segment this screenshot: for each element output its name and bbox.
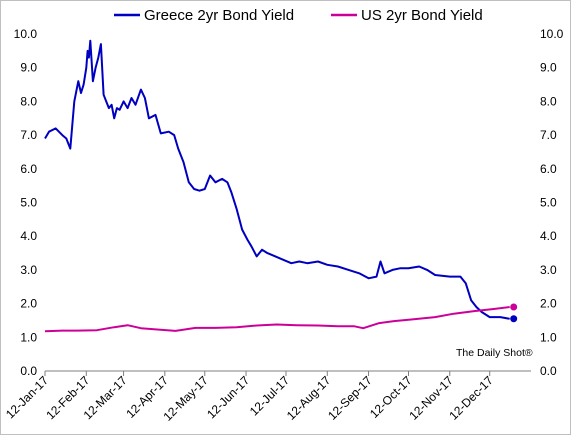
y-tick-label-left: 9.0 (20, 61, 37, 75)
y-tick-label-left: 2.0 (20, 297, 37, 311)
y-tick-label-left: 4.0 (20, 229, 37, 243)
y-tick-label-right: 3.0 (540, 263, 557, 277)
legend-label: US 2yr Bond Yield (361, 7, 483, 24)
y-tick-label-left: 6.0 (20, 162, 37, 176)
x-tick-label: 12-Sep-17 (325, 373, 375, 423)
y-tick-label-left: 3.0 (20, 263, 37, 277)
y-tick-label-right: 5.0 (540, 196, 557, 210)
series-end-marker (510, 315, 518, 323)
y-tick-label-right: 7.0 (540, 128, 557, 142)
y-tick-label-right: 4.0 (540, 229, 557, 243)
y-tick-label-right: 9.0 (540, 61, 557, 75)
series-lines (44, 39, 518, 333)
series-end-marker (510, 303, 518, 311)
y-tick-label-right: 0.0 (540, 364, 557, 378)
y-tick-label-left: 5.0 (20, 196, 37, 210)
series-line-us (44, 306, 510, 333)
y-tick-label-left: 1.0 (20, 330, 37, 344)
axes: 0.0 0.0 1.0 1.0 2.0 2.0 3.0 3.0 4.0 4.0 5.0 5.0 6.0 6… (3, 27, 564, 424)
y-tick-label-right: 8.0 (540, 94, 557, 108)
legend-label: Greece 2yr Bond Yield (144, 7, 294, 24)
x-tick-label: 12-Dec-17 (446, 373, 496, 423)
y-tick-label-right: 10.0 (540, 27, 564, 41)
chart-annotation: The Daily Shot® (456, 347, 533, 359)
legend: Greece 2yr Bond Yield US 2yr Bond Yield (114, 7, 483, 24)
x-tick-label: 12-Aug-17 (284, 373, 334, 423)
series-line-greece (44, 39, 510, 320)
y-tick-label-right: 6.0 (540, 162, 557, 176)
y-tick-label-left: 0.0 (20, 364, 37, 378)
y-tick-label-right: 1.0 (540, 330, 557, 344)
y-tick-label-right: 2.0 (540, 297, 557, 311)
y-tick-label-left: 8.0 (20, 94, 37, 108)
y-tick-label-left: 7.0 (20, 128, 37, 142)
x-tick-label: 12-Jun-17 (204, 373, 252, 421)
y-tick-label-left: 10.0 (14, 27, 38, 41)
